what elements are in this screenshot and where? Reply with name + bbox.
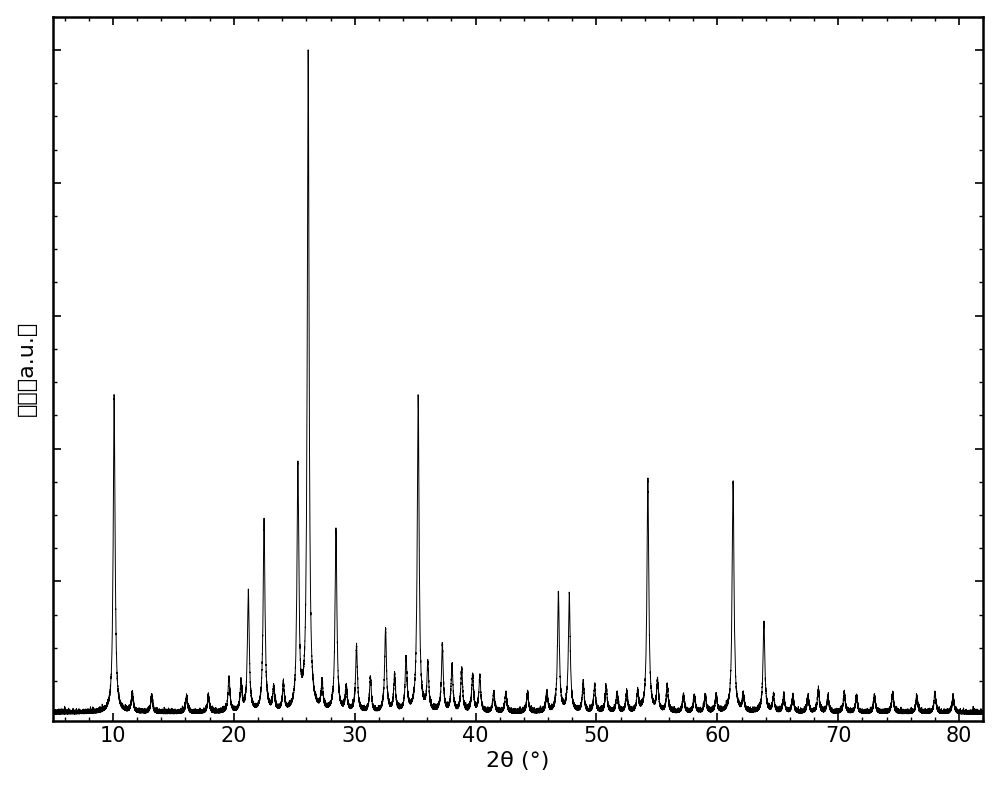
X-axis label: 2θ (°): 2θ (°) (486, 751, 550, 771)
Y-axis label: 强度（a.u.）: 强度（a.u.） (17, 322, 37, 416)
